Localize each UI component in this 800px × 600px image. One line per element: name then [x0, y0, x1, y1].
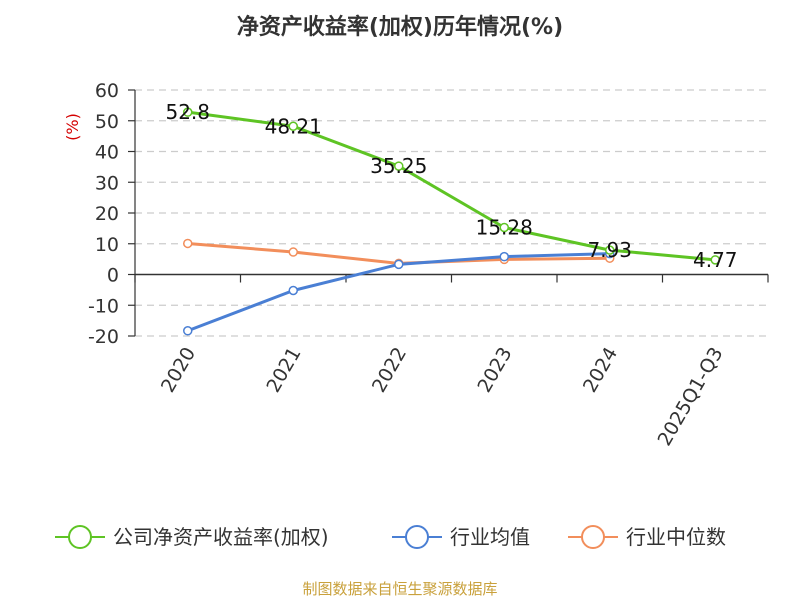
- legend-label: 行业中位数: [626, 525, 726, 549]
- y-tick-label: 60: [95, 80, 119, 102]
- legend: 公司净资产收益率(加权) 行业均值 行业中位数: [55, 525, 726, 549]
- data-point: [605, 245, 615, 255]
- grid-lines: [135, 89, 768, 337]
- data-point: [183, 238, 193, 249]
- data-point: [394, 259, 404, 270]
- series-line: [187, 110, 716, 262]
- data-label: 15.28: [476, 216, 533, 240]
- x-tick-label: 2025Q1-Q3: [654, 344, 728, 450]
- legend-marker: [581, 525, 605, 549]
- legend-item: 行业中位数: [568, 525, 726, 549]
- y-tick-label: 20: [95, 203, 119, 225]
- legend-marker: [405, 525, 429, 549]
- y-tick-labels: -20 -10 0 10 20 30 40 50 60: [88, 80, 119, 348]
- series-points: [183, 107, 720, 336]
- data-point: [499, 251, 509, 262]
- data-point: [288, 247, 298, 257]
- data-point: [183, 326, 193, 336]
- series-lines: [187, 110, 716, 333]
- data-label: 48.21: [265, 114, 322, 138]
- data-label: 4.77: [693, 248, 738, 272]
- legend-item: 公司净资产收益率(加权): [55, 525, 329, 549]
- x-tick-label: 2022: [368, 344, 411, 397]
- data-point: [288, 285, 298, 296]
- y-tick-label: 40: [95, 142, 119, 164]
- y-axis-label: (%): [63, 113, 82, 141]
- x-tick-labels: 2020 2021 2022 2023 2024 2025Q1-Q3: [157, 344, 728, 450]
- data-label: 7.93: [587, 238, 632, 262]
- data-point: [499, 222, 509, 233]
- data-labels: 52.8 48.21 35.25 15.28 7.93 4.77: [165, 100, 737, 272]
- y-tick-label: -10: [88, 295, 119, 317]
- legend-label: 公司净资产收益率(加权): [113, 525, 329, 549]
- data-point: [288, 121, 298, 132]
- data-label: 52.8: [165, 100, 210, 124]
- y-tick-label: -20: [88, 326, 119, 348]
- data-point: [710, 255, 720, 265]
- y-tick-label: 50: [95, 111, 119, 133]
- y-tick-label: 30: [95, 172, 119, 194]
- x-tick-label: 2023: [473, 344, 516, 397]
- chart-title: 净资产收益率(加权)历年情况(%): [237, 14, 563, 40]
- y-tick-label: 0: [107, 265, 119, 287]
- y-tick-label: 10: [95, 234, 119, 256]
- legend-item: 行业均值: [392, 525, 530, 549]
- data-label: 35.25: [370, 154, 427, 178]
- legend-marker: [68, 525, 92, 549]
- x-tick-label: 2020: [157, 344, 200, 397]
- x-tick-label: 2021: [262, 344, 305, 397]
- source-note: 制图数据来自恒生聚源数据库: [302, 580, 497, 598]
- data-point: [183, 107, 193, 117]
- legend-label: 行业均值: [450, 525, 530, 549]
- data-point: [394, 161, 404, 171]
- x-tick-label: 2024: [579, 344, 622, 397]
- axes: [128, 89, 769, 337]
